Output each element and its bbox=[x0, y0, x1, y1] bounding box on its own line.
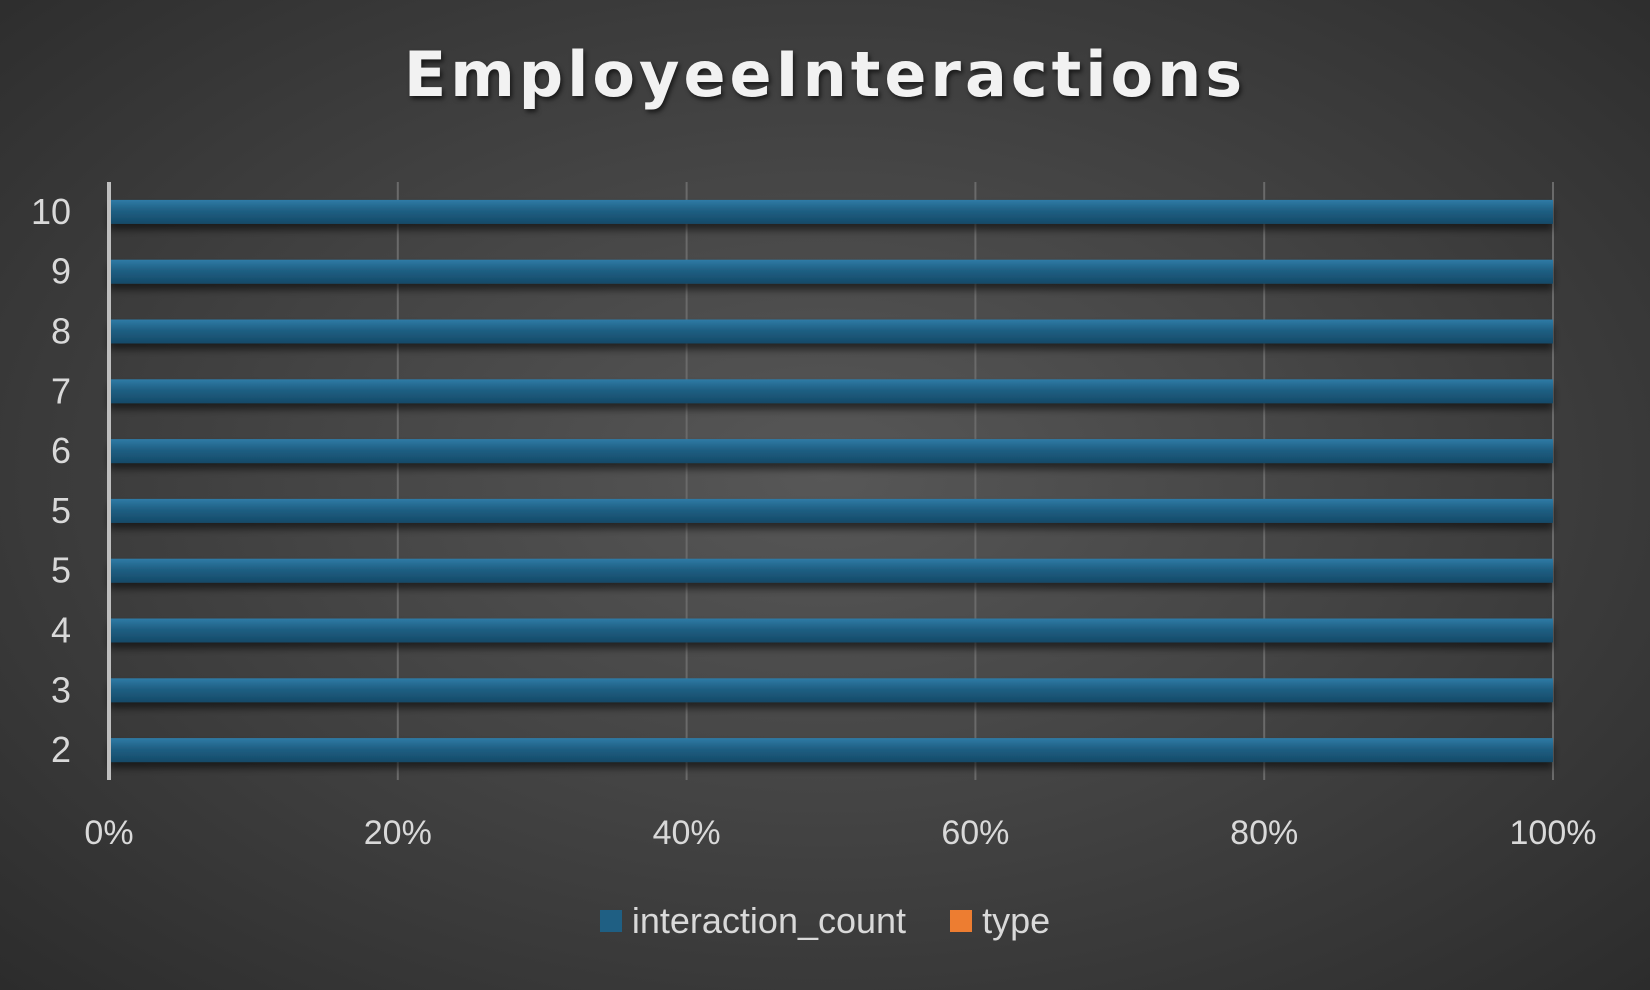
x-tick-label: 80% bbox=[1230, 814, 1298, 852]
bar-interaction-count bbox=[109, 319, 1553, 344]
bar-interaction-count bbox=[109, 618, 1553, 643]
y-tick-label: 4 bbox=[51, 610, 71, 651]
x-tick-label: 40% bbox=[653, 814, 721, 852]
bar-interaction-count bbox=[109, 558, 1553, 583]
y-tick-label: 5 bbox=[51, 490, 71, 531]
x-tick-label: 0% bbox=[84, 814, 133, 852]
y-tick-label: 8 bbox=[51, 311, 71, 352]
bar-interaction-count bbox=[109, 678, 1553, 703]
legend: interaction_count type bbox=[0, 900, 1650, 942]
bar-interaction-count bbox=[109, 439, 1553, 464]
y-tick-label: 6 bbox=[51, 430, 71, 471]
y-tick-label: 5 bbox=[51, 550, 71, 591]
bar-interaction-count bbox=[109, 259, 1553, 284]
y-tick-label: 9 bbox=[51, 251, 71, 292]
legend-item-interaction-count: interaction_count bbox=[599, 900, 907, 942]
legend-label-interaction-count: interaction_count bbox=[631, 900, 907, 941]
bar-interaction-count bbox=[109, 379, 1553, 404]
bar-interaction-count bbox=[109, 738, 1553, 763]
y-tick-label: 7 bbox=[51, 370, 71, 411]
y-tick-label: 10 bbox=[31, 191, 71, 232]
y-tick-label: 3 bbox=[51, 669, 71, 710]
x-tick-label: 60% bbox=[941, 814, 1009, 852]
x-tick-label: 20% bbox=[364, 814, 432, 852]
legend-label-type: type bbox=[982, 900, 1051, 941]
bar-interaction-count bbox=[109, 199, 1553, 224]
legend-swatch-interaction-count bbox=[599, 910, 622, 932]
legend-item-type: type bbox=[950, 900, 1050, 942]
chart-title: EmployeeInteractions bbox=[403, 38, 1247, 111]
y-tick-label: 2 bbox=[51, 729, 71, 770]
x-tick-label: 100% bbox=[1510, 814, 1597, 852]
legend-swatch-type bbox=[950, 910, 973, 932]
bar-interaction-count bbox=[109, 498, 1553, 523]
